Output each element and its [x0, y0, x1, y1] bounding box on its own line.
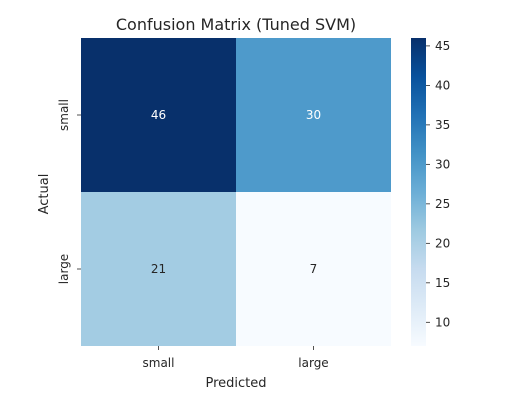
- cell-value-label: 7: [310, 262, 318, 276]
- y-tick-label-large: large: [57, 254, 71, 284]
- colorbar-tick-label: 25: [435, 197, 450, 211]
- x-tick-label-large: large: [298, 356, 328, 370]
- cell-value-label: 46: [151, 108, 166, 122]
- colorbar-tick-label: 40: [435, 78, 450, 92]
- colorbar-tick-label: 20: [435, 236, 450, 250]
- heatmap-cell-small-small: [81, 38, 236, 192]
- colorbar: 10 15 20 25 30 35 40 45: [411, 38, 450, 346]
- colorbar-tick-label: 15: [435, 276, 450, 290]
- colorbar-tick-label: 10: [435, 315, 450, 329]
- x-axis-ticks: small large: [143, 346, 329, 370]
- heatmap-cell-small-large: [236, 38, 391, 192]
- x-tick-label-small: small: [143, 356, 175, 370]
- y-axis-ticks: small large: [57, 99, 81, 284]
- x-axis-label: Predicted: [205, 376, 266, 391]
- heatmap-cell-large-large: [236, 192, 391, 346]
- cell-value-label: 30: [306, 108, 321, 122]
- colorbar-tick-label: 35: [435, 118, 450, 132]
- y-axis-label: Actual: [37, 174, 52, 215]
- colorbar-tick-label: 30: [435, 157, 450, 171]
- chart-title: Confusion Matrix (Tuned SVM): [116, 15, 356, 34]
- y-tick-label-small: small: [57, 99, 71, 131]
- cell-value-label: 21: [151, 262, 166, 276]
- colorbar-gradient: [411, 38, 426, 346]
- colorbar-tick-label: 45: [435, 39, 450, 53]
- heatmap-cells: 46 30 21 7: [81, 38, 391, 346]
- heatmap-cell-large-small: [81, 192, 236, 346]
